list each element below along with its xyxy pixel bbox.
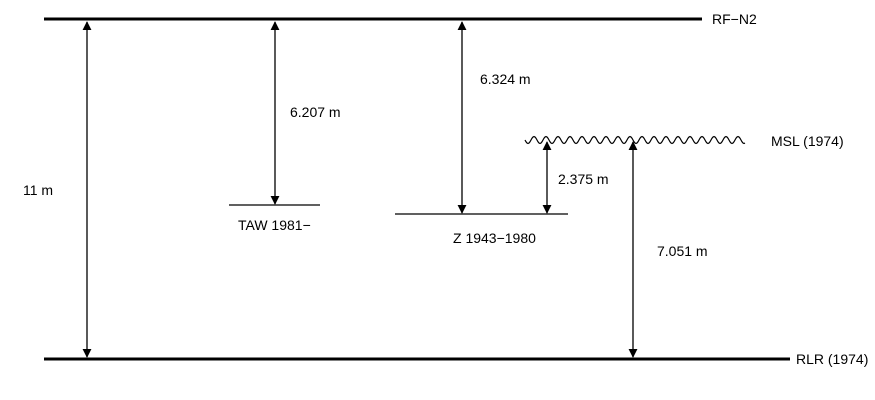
rf-n2-label: RF−N2 [712,11,757,27]
measure-rf-to-rlr: 11 m [23,182,54,198]
measure-rf-to-taw: 6.207 m [290,104,341,120]
measure-msl-to-rlr: 7.051 m [657,243,708,259]
measure-z-to-msl: 2.375 m [558,171,609,187]
z-label: Z 1943−1980 [453,230,536,246]
taw-label: TAW 1981− [238,217,311,233]
msl-label: MSL (1974) [771,133,844,149]
msl-wavy-line [524,135,746,145]
rlr-label: RLR (1974) [796,351,869,367]
measure-rf-to-z: 6.324 m [480,71,531,87]
